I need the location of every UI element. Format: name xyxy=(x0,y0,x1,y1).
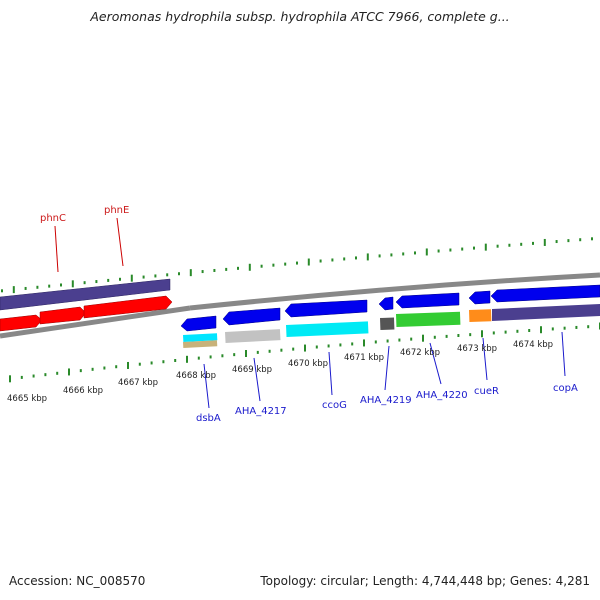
ruler-label: 4672 kbp xyxy=(400,348,440,358)
gene-label-ccoG[interactable]: ccoG xyxy=(322,351,347,411)
ruler-labels: 4665 kbp 4666 kbp 4667 kbp 4668 kbp 4669 kbp… xyxy=(7,340,553,404)
lower-tick-ruler xyxy=(9,322,600,383)
topology-text: Topology: circular; Length: 4,744,448 bp… xyxy=(260,574,590,588)
ruler-label: 4670 kbp xyxy=(288,359,328,369)
AHA_4217-gene-arrow[interactable] xyxy=(222,307,281,326)
upper-tick-ruler xyxy=(1,237,593,294)
ruler-label: 4669 kbp xyxy=(232,365,272,375)
gene-label-copA[interactable]: copA xyxy=(553,331,578,394)
gene-label-AHA_4220[interactable]: AHA_4220 xyxy=(416,342,468,401)
copA-gene-arrow[interactable] xyxy=(490,284,600,303)
gene-label-AHA_4217[interactable]: AHA_4217 xyxy=(235,357,287,417)
gene-label-text: dsbA xyxy=(196,413,221,424)
feature-orange xyxy=(469,309,492,322)
gene-label-AHA_4219[interactable]: AHA_4219 xyxy=(360,345,412,406)
gene-label-dsbA[interactable]: dsbA xyxy=(196,363,221,424)
dsbA-gene-arrow[interactable] xyxy=(180,315,217,332)
gene-label-text: ccoG xyxy=(322,400,347,411)
gene-label-cueR[interactable]: cueR xyxy=(474,337,499,397)
gene-label-phnC[interactable]: phnC xyxy=(40,213,66,273)
phnD-gene-arrow[interactable] xyxy=(39,306,87,325)
feature-tan-small xyxy=(183,340,218,348)
gene-label-text: AHA_4217 xyxy=(235,406,287,417)
ruler-label: 4674 kbp xyxy=(513,340,553,350)
ruler-label: 4673 kbp xyxy=(457,344,497,354)
gene-label-text: AHA_4220 xyxy=(416,390,468,401)
feature-green xyxy=(396,311,461,327)
phnE-gene-arrow[interactable] xyxy=(83,295,173,319)
AHA_4219-gene-arrow[interactable] xyxy=(378,296,394,311)
backbone-main xyxy=(189,272,600,311)
phnC-gene-arrow[interactable] xyxy=(0,314,43,332)
feature-grey xyxy=(225,329,281,343)
AHA_4220-gene-arrow[interactable] xyxy=(395,292,460,309)
ruler-label: 4666 kbp xyxy=(63,386,103,396)
gene-label-text: AHA_4219 xyxy=(360,395,412,406)
gene-label-phnE[interactable]: phnE xyxy=(104,205,129,267)
ruler-label: 4667 kbp xyxy=(118,378,158,388)
ruler-label: 4665 kbp xyxy=(7,394,47,404)
gene-label-text: cueR xyxy=(474,386,499,397)
feature-darkgrey xyxy=(380,317,395,330)
gene-label-text: phnC xyxy=(40,213,66,224)
cueR-gene-arrow[interactable] xyxy=(468,290,491,305)
feature-cyan-long xyxy=(285,321,369,337)
ruler-label: 4668 kbp xyxy=(176,371,216,381)
gene-label-text: copA xyxy=(553,383,578,394)
backbone-left xyxy=(0,305,191,339)
ruler-label: 4671 kbp xyxy=(344,353,384,363)
ccoG-gene-arrow[interactable] xyxy=(284,299,368,318)
operon-bar-right xyxy=(492,304,600,321)
map-title: Aeromonas hydrophila subsp. hydrophila A… xyxy=(90,9,510,24)
gene-label-text: phnE xyxy=(104,205,129,216)
operon-bar-left xyxy=(0,278,171,311)
accession-text: Accession: NC_008570 xyxy=(9,574,146,588)
feature-cyan-small xyxy=(183,333,218,342)
